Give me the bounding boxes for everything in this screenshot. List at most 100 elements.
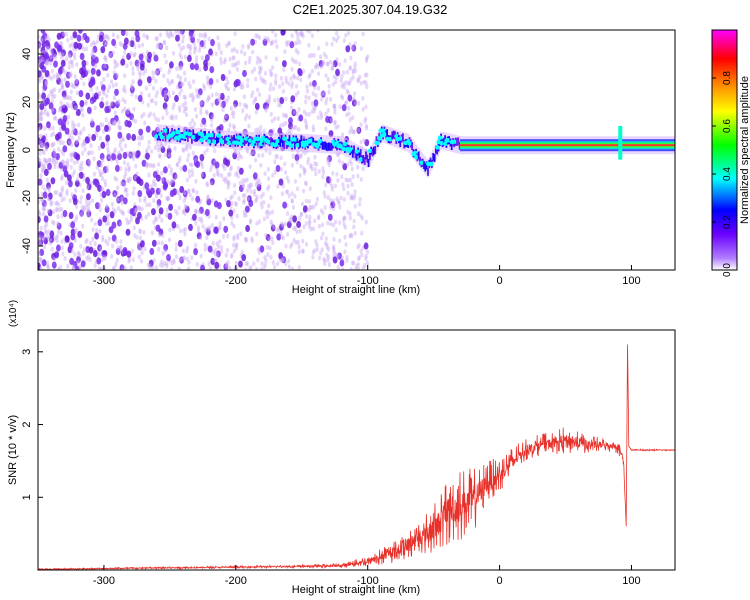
- noise-blob: [137, 190, 143, 198]
- noise-blob: [270, 39, 275, 45]
- track-core: [231, 136, 234, 145]
- noise-blob: [91, 227, 95, 232]
- noise-blob: [249, 189, 253, 195]
- noise-blob: [362, 79, 366, 85]
- x-tick-label: 0: [497, 575, 503, 587]
- noise-blob: [181, 38, 185, 44]
- noise-blob: [195, 55, 199, 61]
- noise-blob: [119, 264, 125, 270]
- noise-blob: [156, 147, 161, 153]
- noise-blob: [323, 257, 327, 263]
- noise-blob: [50, 246, 54, 252]
- noise-blob: [296, 75, 300, 81]
- noise-blob: [181, 102, 185, 108]
- noise-blob: [158, 153, 162, 159]
- noise-blob: [232, 114, 236, 119]
- noise-blob: [179, 65, 183, 71]
- noise-blob: [241, 193, 245, 198]
- noise-blob: [165, 212, 169, 218]
- noise-blob: [45, 230, 49, 235]
- noise-blob: [47, 157, 52, 163]
- noise-blob: [101, 234, 105, 240]
- noise-blob: [113, 147, 117, 153]
- noise-blob: [307, 74, 311, 80]
- snr-panel: -300 -200 -100 0 100 123 Height of straight …: [7, 300, 676, 596]
- noise-blob: [248, 266, 252, 270]
- noise-blob: [341, 160, 345, 166]
- noise-blob: [224, 114, 228, 119]
- noise-blob: [38, 251, 41, 257]
- noise-blob: [309, 82, 313, 87]
- track-core: [197, 132, 200, 141]
- noise-blob: [280, 191, 284, 197]
- noise-blob: [345, 112, 349, 118]
- noise-blob: [105, 100, 109, 106]
- noise-blob: [118, 125, 122, 131]
- noise-blob: [269, 254, 273, 260]
- noise-blob: [207, 61, 211, 67]
- noise-blob: [78, 264, 82, 270]
- noise-blob: [81, 59, 87, 67]
- track-core: [191, 135, 193, 144]
- noise-blob: [224, 252, 228, 258]
- noise-blob: [71, 172, 75, 178]
- noise-blob: [336, 198, 340, 204]
- noise-blob: [86, 212, 90, 218]
- noise-blob: [106, 241, 110, 247]
- noise-blob: [100, 96, 104, 102]
- noise-blob: [219, 92, 225, 101]
- noise-blob: [313, 154, 317, 160]
- noise-blob: [103, 55, 107, 60]
- noise-blob: [58, 161, 64, 169]
- noise-blob: [113, 110, 117, 116]
- noise-blob: [248, 164, 252, 170]
- noise-blob: [39, 173, 43, 179]
- noise-blob: [70, 63, 74, 69]
- noise-blob: [192, 121, 197, 127]
- track-core: [324, 141, 326, 150]
- noise-blob: [105, 188, 111, 197]
- noise-blob: [353, 41, 357, 46]
- noise-blob: [45, 177, 49, 183]
- y-tick-label: 2: [21, 421, 33, 427]
- noise-blob: [292, 58, 296, 64]
- track-peak: [238, 141, 244, 147]
- track-peak: [414, 155, 419, 160]
- noise-blob: [292, 226, 296, 231]
- noise-blob: [164, 59, 168, 65]
- noise-blob: [132, 156, 136, 162]
- noise-blob: [228, 209, 234, 217]
- noise-blob: [186, 157, 190, 163]
- noise-blob: [151, 265, 155, 270]
- noise-blob: [259, 201, 263, 207]
- noise-blob: [74, 179, 80, 188]
- noise-blob: [284, 113, 288, 119]
- noise-blob: [298, 215, 302, 221]
- noise-blob: [350, 233, 354, 239]
- noise-blob: [153, 54, 159, 62]
- noise-blob: [308, 30, 312, 34]
- noise-blob: [205, 181, 209, 187]
- noise-blob: [124, 37, 129, 45]
- noise-blob: [330, 41, 334, 47]
- noise-blob: [53, 152, 57, 158]
- noise-blob: [138, 72, 142, 78]
- noise-blob: [215, 241, 219, 247]
- noise-blob: [165, 261, 169, 267]
- noise-blob: [44, 35, 48, 41]
- noise-blob: [151, 98, 155, 103]
- noise-blob: [274, 32, 278, 38]
- noise-blob: [50, 142, 55, 148]
- track-core: [282, 138, 284, 147]
- noise-blob: [356, 173, 360, 179]
- noise-blob: [281, 81, 285, 86]
- noise-blob: [287, 193, 291, 199]
- noise-blob: [54, 251, 60, 259]
- noise-blob: [177, 205, 181, 211]
- noise-blob: [187, 152, 191, 158]
- noise-blob: [137, 211, 142, 220]
- x-tick-label: 100: [622, 275, 640, 287]
- noise-blob: [280, 234, 284, 240]
- noise-blob: [167, 195, 171, 201]
- noise-blob: [313, 85, 317, 91]
